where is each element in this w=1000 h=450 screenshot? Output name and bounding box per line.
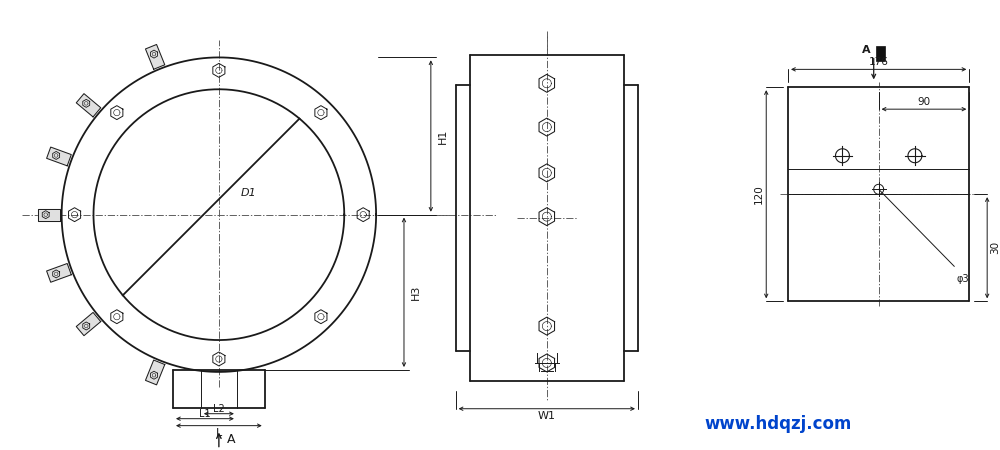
Polygon shape [76, 94, 101, 117]
Text: L: L [216, 428, 222, 437]
Text: D1: D1 [241, 188, 257, 198]
Text: A: A [227, 433, 235, 446]
Text: www.hdqzj.com: www.hdqzj.com [704, 414, 852, 432]
Text: 176: 176 [869, 58, 889, 68]
Polygon shape [145, 360, 165, 385]
Text: 30: 30 [990, 241, 1000, 254]
Text: 120: 120 [754, 184, 764, 204]
Polygon shape [145, 45, 165, 69]
Text: A: A [862, 45, 871, 55]
Bar [876, 46, 885, 61]
Text: H3: H3 [411, 284, 421, 300]
Text: φ3: φ3 [956, 274, 969, 284]
Text: W1: W1 [538, 411, 556, 421]
Text: H1: H1 [438, 128, 448, 144]
Text: 90: 90 [917, 97, 931, 107]
Polygon shape [47, 264, 71, 282]
Polygon shape [38, 209, 60, 220]
Polygon shape [76, 312, 101, 336]
Polygon shape [47, 147, 71, 166]
Text: L1: L1 [199, 409, 211, 419]
Text: L2: L2 [213, 404, 225, 414]
